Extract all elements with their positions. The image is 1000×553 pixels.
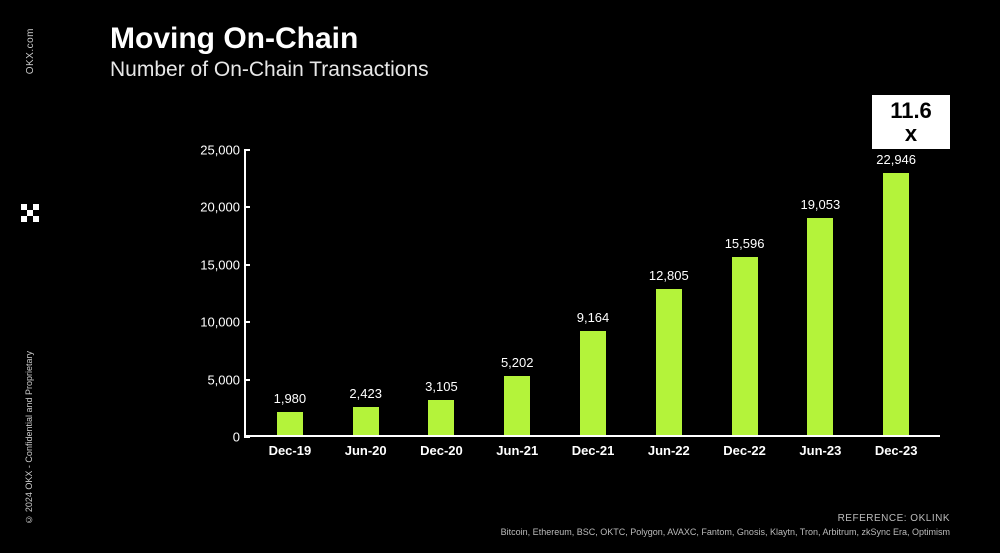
- bar-value-label: 22,946: [876, 152, 916, 167]
- okx-logo-icon: [21, 204, 39, 222]
- bar-wrap: 1,980Dec-19: [252, 150, 328, 435]
- bar: [428, 400, 454, 435]
- plot-area: 1,980Dec-192,423Jun-203,105Dec-205,202Ju…: [244, 150, 940, 437]
- footer: REFERENCE: OKLINK Bitcoin, Ethereum, BSC…: [501, 512, 950, 539]
- bar-wrap: 3,105Dec-20: [404, 150, 480, 435]
- y-tick-label: 0: [180, 430, 240, 445]
- sidebar: OKX.com © 2024 OKX - Confidential and Pr…: [0, 0, 60, 553]
- bars-container: 1,980Dec-192,423Jun-203,105Dec-205,202Ju…: [246, 150, 940, 435]
- bar-wrap: 22,946Dec-23: [858, 150, 934, 435]
- chains-text: Bitcoin, Ethereum, BSC, OKTC, Polygon, A…: [501, 526, 950, 539]
- bar-chart: 05,00010,00015,00020,00025,000 1,980Dec-…: [180, 150, 940, 463]
- bar-value-label: 1,980: [274, 391, 307, 406]
- bar: [883, 173, 909, 435]
- multiplier-badge: 11.6 x: [872, 95, 950, 149]
- reference-text: REFERENCE: OKLINK: [501, 512, 950, 526]
- bar-value-label: 15,596: [725, 236, 765, 251]
- page-subtitle: Number of On-Chain Transactions: [110, 58, 960, 82]
- bar-wrap: 5,202Jun-21: [479, 150, 555, 435]
- x-tick-label: Jun-23: [799, 443, 841, 458]
- x-tick-label: Dec-21: [572, 443, 615, 458]
- site-url: OKX.com: [25, 28, 36, 74]
- bar-value-label: 5,202: [501, 355, 534, 370]
- bar: [277, 412, 303, 435]
- bar-wrap: 9,164Dec-21: [555, 150, 631, 435]
- page-title: Moving On-Chain: [110, 22, 960, 56]
- bar-wrap: 12,805Jun-22: [631, 150, 707, 435]
- x-tick-label: Dec-23: [875, 443, 918, 458]
- x-tick-label: Dec-19: [269, 443, 312, 458]
- bar: [656, 289, 682, 435]
- bar-wrap: 15,596Dec-22: [707, 150, 783, 435]
- main-content: Moving On-Chain Number of On-Chain Trans…: [60, 0, 1000, 553]
- badge-unit: x: [905, 121, 917, 146]
- y-tick-label: 10,000: [180, 315, 240, 330]
- x-tick-label: Dec-20: [420, 443, 463, 458]
- x-tick-label: Dec-22: [723, 443, 766, 458]
- x-tick-label: Jun-21: [496, 443, 538, 458]
- y-tick-label: 15,000: [180, 257, 240, 272]
- x-tick-label: Jun-22: [648, 443, 690, 458]
- x-tick-label: Jun-20: [345, 443, 387, 458]
- bar-wrap: 2,423Jun-20: [328, 150, 404, 435]
- bar-wrap: 19,053Jun-23: [782, 150, 858, 435]
- bar-value-label: 3,105: [425, 379, 458, 394]
- y-tick-label: 20,000: [180, 200, 240, 215]
- bar: [353, 407, 379, 435]
- badge-value: 11.6: [890, 98, 932, 123]
- y-tick-label: 25,000: [180, 143, 240, 158]
- copyright-text: © 2024 OKX - Confidential and Proprietar…: [24, 351, 36, 525]
- bar-value-label: 12,805: [649, 268, 689, 283]
- bar-value-label: 19,053: [800, 197, 840, 212]
- bar: [732, 257, 758, 435]
- bar: [504, 376, 530, 435]
- bar: [580, 331, 606, 435]
- bar-value-label: 9,164: [577, 310, 610, 325]
- y-tick-label: 5,000: [180, 372, 240, 387]
- bar: [807, 218, 833, 435]
- bar-value-label: 2,423: [349, 386, 382, 401]
